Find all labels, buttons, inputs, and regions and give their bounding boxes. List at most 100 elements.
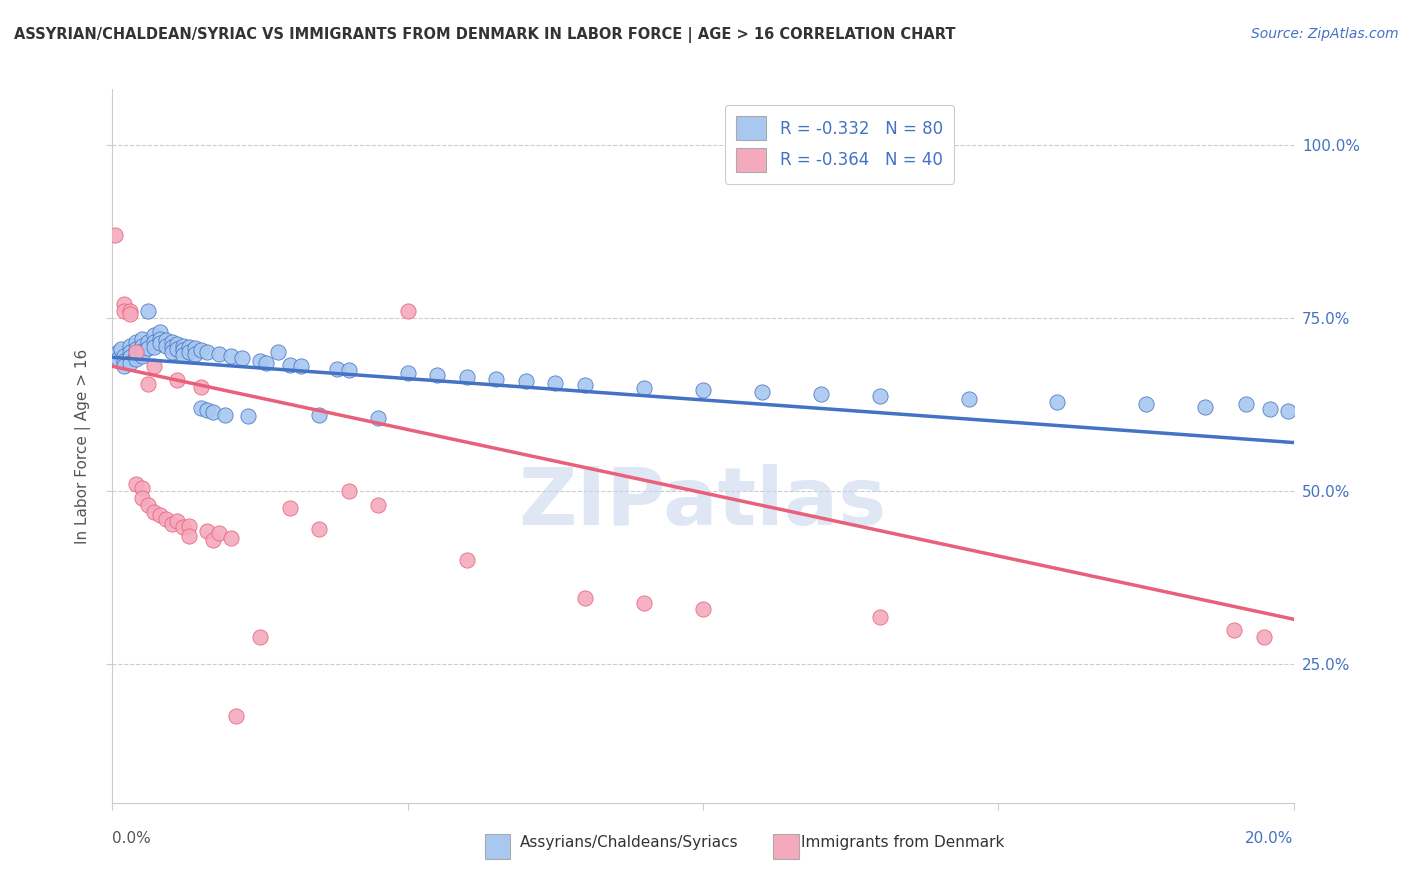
Point bbox=[125, 347, 148, 361]
Point bbox=[120, 304, 142, 318]
Point bbox=[136, 376, 159, 391]
Point bbox=[142, 328, 165, 343]
Point bbox=[166, 373, 188, 387]
Point bbox=[104, 349, 127, 363]
Point bbox=[869, 389, 891, 403]
Point bbox=[219, 531, 242, 545]
Point bbox=[149, 508, 172, 523]
Point bbox=[201, 533, 224, 547]
Point bbox=[869, 610, 891, 624]
Point bbox=[131, 491, 153, 505]
Point bbox=[290, 359, 312, 374]
Point bbox=[810, 387, 832, 401]
Point bbox=[110, 342, 132, 356]
Point bbox=[155, 333, 177, 347]
Point bbox=[172, 348, 194, 362]
Point bbox=[136, 341, 159, 355]
Point bbox=[485, 372, 508, 386]
Text: Assyrians/Chaldeans/Syriacs: Assyrians/Chaldeans/Syriacs bbox=[520, 836, 738, 850]
Point bbox=[107, 345, 129, 359]
Point bbox=[112, 349, 135, 363]
Point bbox=[179, 529, 201, 543]
Point bbox=[1253, 630, 1275, 644]
Point bbox=[238, 409, 260, 424]
Point bbox=[267, 345, 290, 359]
Point bbox=[179, 518, 201, 533]
Point bbox=[184, 341, 207, 355]
Point bbox=[308, 522, 330, 536]
Point bbox=[112, 359, 135, 374]
Text: 0.0%: 0.0% bbox=[112, 831, 152, 846]
Point bbox=[142, 359, 165, 374]
Point bbox=[225, 709, 247, 723]
Point bbox=[190, 343, 212, 357]
Point bbox=[190, 380, 212, 394]
Point bbox=[142, 334, 165, 349]
Point bbox=[172, 343, 194, 358]
Point bbox=[104, 227, 127, 242]
Text: Source: ZipAtlas.com: Source: ZipAtlas.com bbox=[1251, 27, 1399, 41]
Text: 20.0%: 20.0% bbox=[1246, 831, 1294, 846]
Point bbox=[142, 505, 165, 519]
Point bbox=[515, 374, 537, 388]
Point bbox=[120, 307, 142, 321]
Point bbox=[179, 340, 201, 354]
Point bbox=[166, 342, 188, 356]
Point bbox=[1258, 402, 1281, 417]
Point bbox=[136, 498, 159, 512]
Point bbox=[120, 356, 142, 370]
Point bbox=[633, 596, 655, 610]
Point bbox=[160, 334, 183, 349]
Point bbox=[160, 340, 183, 354]
Point bbox=[692, 602, 714, 616]
Point bbox=[160, 517, 183, 532]
Point bbox=[231, 351, 253, 365]
Point bbox=[112, 353, 135, 368]
Point bbox=[308, 408, 330, 422]
Point bbox=[136, 334, 159, 349]
Point bbox=[131, 338, 153, 352]
Point bbox=[112, 297, 135, 311]
Point bbox=[278, 358, 301, 372]
Point bbox=[112, 304, 135, 318]
Point bbox=[337, 483, 360, 498]
Point bbox=[633, 381, 655, 395]
Point bbox=[155, 338, 177, 352]
Point bbox=[149, 325, 172, 339]
Point bbox=[172, 520, 194, 534]
Point bbox=[120, 345, 142, 359]
Point bbox=[574, 378, 596, 392]
Point bbox=[208, 525, 231, 540]
Text: Immigrants from Denmark: Immigrants from Denmark bbox=[801, 836, 1005, 850]
Point bbox=[149, 336, 172, 351]
Point bbox=[149, 332, 172, 346]
Text: ZIPatlas: ZIPatlas bbox=[519, 464, 887, 542]
Point bbox=[131, 481, 153, 495]
Point bbox=[184, 347, 207, 361]
Point bbox=[214, 408, 236, 422]
Point bbox=[574, 591, 596, 606]
Point bbox=[367, 411, 389, 425]
Point bbox=[249, 353, 271, 368]
Point bbox=[456, 369, 478, 384]
Point bbox=[278, 501, 301, 516]
Point bbox=[125, 345, 148, 359]
Point bbox=[219, 349, 242, 363]
Point bbox=[166, 514, 188, 528]
Point bbox=[326, 362, 349, 376]
Point bbox=[125, 334, 148, 349]
Point bbox=[172, 338, 194, 352]
Point bbox=[166, 337, 188, 351]
Point bbox=[190, 401, 212, 415]
Point bbox=[456, 553, 478, 567]
Point bbox=[1234, 397, 1257, 411]
Y-axis label: In Labor Force | Age > 16: In Labor Force | Age > 16 bbox=[75, 349, 91, 543]
Point bbox=[160, 345, 183, 359]
Point bbox=[125, 342, 148, 356]
Point bbox=[131, 349, 153, 363]
Point bbox=[195, 524, 218, 539]
Point bbox=[367, 498, 389, 512]
Point bbox=[125, 352, 148, 367]
Point bbox=[426, 368, 449, 383]
Point bbox=[201, 405, 224, 419]
